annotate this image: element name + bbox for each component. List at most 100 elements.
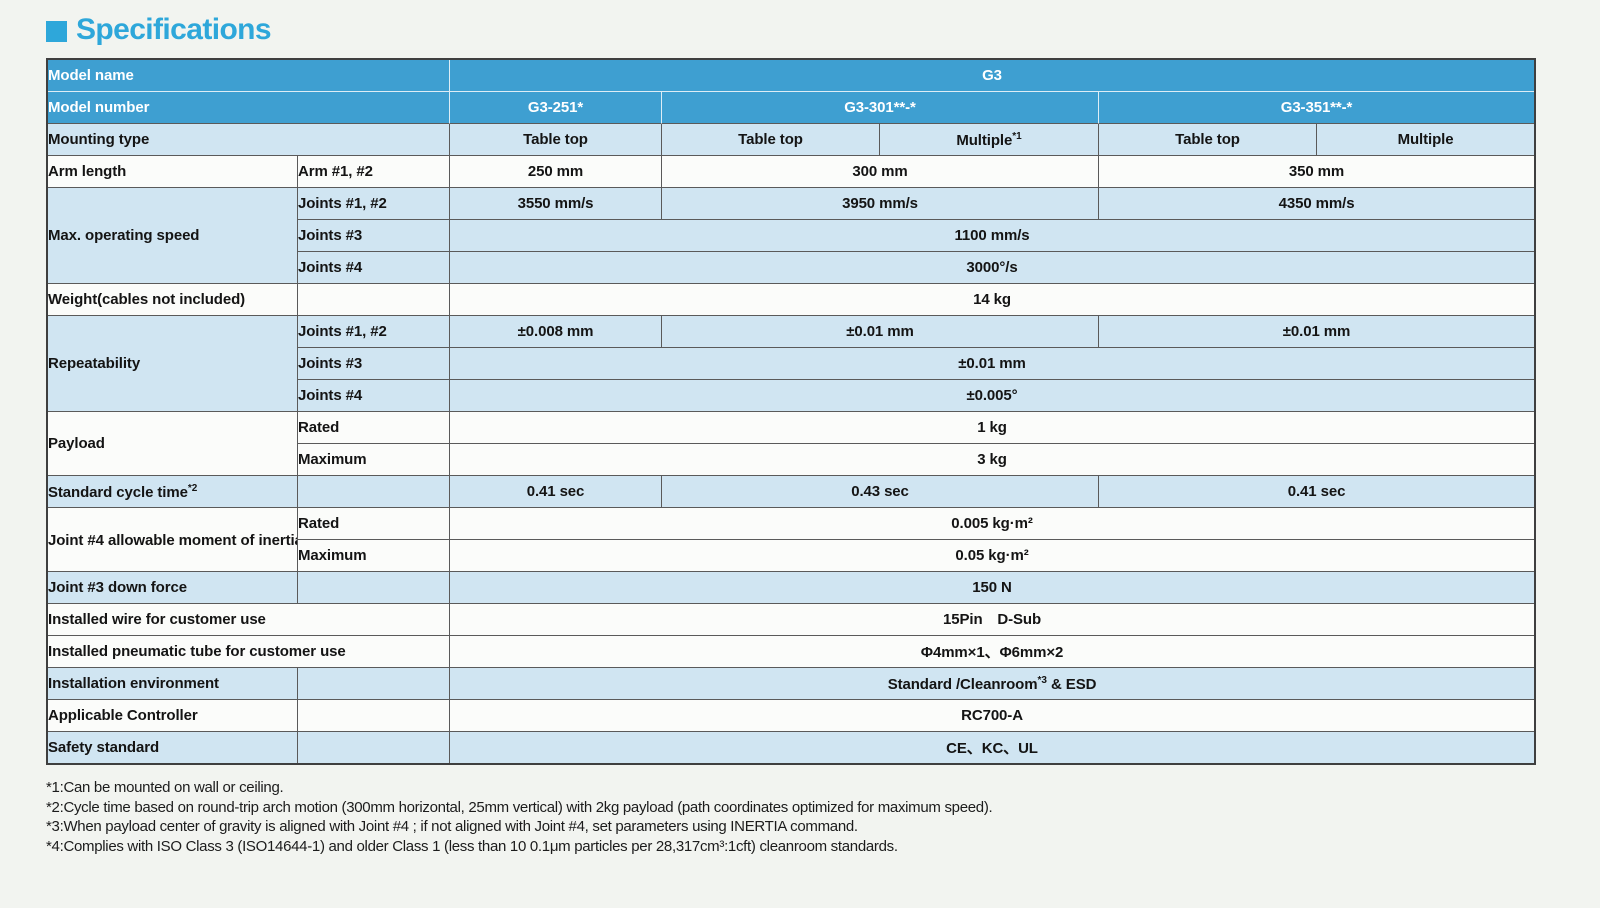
max-speed-sub-j12: Joints #1, #2 bbox=[298, 188, 450, 220]
repeatability-g3-351: ±0.01 mm bbox=[1099, 316, 1535, 348]
mounting-g3-301-multiple: Multiple*1 bbox=[880, 124, 1099, 156]
inertia-rated-value: 0.005 kg·m² bbox=[450, 508, 1535, 540]
model-name-label: Model name bbox=[48, 60, 450, 92]
repeatability-g3-251: ±0.008 mm bbox=[450, 316, 662, 348]
footnote-4: *4:Complies with ISO Class 3 (ISO14644-1… bbox=[46, 837, 898, 855]
weight-empty-sub-cell bbox=[298, 284, 450, 316]
inertia-label-text: Joint #4 allowable moment of inertia bbox=[48, 531, 298, 549]
payload-sub-rated: Rated bbox=[298, 412, 450, 444]
inertia-max-value: 0.05 kg·m² bbox=[450, 540, 1535, 572]
row-cycle-time: Standard cycle time*2 0.41 sec 0.43 sec … bbox=[48, 476, 1535, 508]
inertia-sub-max: Maximum bbox=[298, 540, 450, 572]
inertia-label: Joint #4 allowable moment of inertia*3 bbox=[48, 508, 298, 572]
payload-sub-max: Maximum bbox=[298, 444, 450, 476]
row-max-speed-j4: Joints #4 3000°/s bbox=[48, 252, 1535, 284]
footnote-3: *3:When payload center of gravity is ali… bbox=[46, 818, 858, 835]
repeatability-j4-value: ±0.005° bbox=[450, 380, 1535, 412]
footnotes: *1:Can be mounted on wall or ceiling. *2… bbox=[46, 778, 1600, 856]
cycle-time-label-text: Standard cycle time bbox=[48, 483, 188, 501]
max-speed-j4-value: 3000°/s bbox=[450, 252, 1535, 284]
arm-length-g3-351: 350 mm bbox=[1099, 156, 1535, 188]
row-installed-wire: Installed wire for customer use 15Pin D-… bbox=[48, 604, 1535, 636]
safety-standard-empty-sub-cell bbox=[298, 732, 450, 763]
specifications-table: Model name G3 Model number G3-251* G3-30… bbox=[46, 58, 1537, 765]
row-pneumatic-tube: Installed pneumatic tube for customer us… bbox=[48, 636, 1535, 668]
installed-wire-label: Installed wire for customer use bbox=[48, 604, 450, 636]
pneumatic-tube-value: Φ4mm×1、Φ6mm×2 bbox=[450, 636, 1535, 668]
payload-max-value: 3 kg bbox=[450, 444, 1535, 476]
mounting-g3-301-tabletop: Table top bbox=[662, 124, 880, 156]
row-weight: Weight(cables not included) 14 kg bbox=[48, 284, 1535, 316]
row-controller: Applicable Controller RC700-A bbox=[48, 700, 1535, 732]
max-speed-j3-value: 1100 mm/s bbox=[450, 220, 1535, 252]
environment-value: Standard /Cleanroom*3 & ESD bbox=[450, 668, 1535, 700]
safety-standard-value: CE、KC、UL bbox=[450, 732, 1535, 763]
model-number-g3-251: G3-251* bbox=[450, 92, 662, 124]
mounting-g3-251: Table top bbox=[450, 124, 662, 156]
mounting-multiple-sup: *1 bbox=[1012, 130, 1022, 142]
row-down-force: Joint #3 down force 150 N bbox=[48, 572, 1535, 604]
row-repeatability-j12: Repeatability Joints #1, #2 ±0.008 mm ±0… bbox=[48, 316, 1535, 412]
installed-wire-value: 15Pin D-Sub bbox=[450, 604, 1535, 636]
down-force-label: Joint #3 down force bbox=[48, 572, 298, 604]
max-speed-label: Max. operating speed bbox=[48, 188, 298, 284]
environment-value-pre: Standard /Cleanroom bbox=[887, 675, 1038, 693]
model-name-value: G3 bbox=[450, 60, 1535, 92]
section-title: Specifications bbox=[46, 12, 1600, 48]
arm-length-g3-301: 300 mm bbox=[662, 156, 1099, 188]
row-mounting-type: Mounting type Table top Table top Multip… bbox=[48, 124, 1535, 156]
weight-label: Weight(cables not included) bbox=[48, 284, 298, 316]
max-speed-g3-251: 3550 mm/s bbox=[450, 188, 662, 220]
spec-sheet-page: Specifications Model name G3 Model numbe… bbox=[46, 12, 1600, 856]
row-arm-length: Arm length Arm #1, #2 250 mm 300 mm 350 … bbox=[48, 156, 1535, 188]
cycle-time-g3-351: 0.41 sec bbox=[1099, 476, 1535, 508]
environment-empty-sub-cell bbox=[298, 668, 450, 700]
repeatability-j3-value: ±0.01 mm bbox=[450, 348, 1535, 380]
controller-value: RC700-A bbox=[450, 700, 1535, 732]
row-payload-rated: Payload Rated 1 kg bbox=[48, 412, 1535, 476]
repeatability-g3-301: ±0.01 mm bbox=[662, 316, 1099, 348]
cycle-time-sup: *2 bbox=[187, 482, 198, 494]
row-repeatability-j3: Joints #3 ±0.01 mm bbox=[48, 348, 1535, 380]
max-speed-sub-j4: Joints #4 bbox=[298, 252, 450, 284]
safety-standard-label: Safety standard bbox=[48, 732, 298, 763]
max-speed-g3-301: 3950 mm/s bbox=[662, 188, 1099, 220]
page-title: Specifications bbox=[76, 13, 272, 46]
row-payload-max: Maximum 3 kg bbox=[48, 444, 1535, 476]
down-force-empty-sub-cell bbox=[298, 572, 450, 604]
environment-value-post: & ESD bbox=[1046, 675, 1097, 693]
controller-empty-sub-cell bbox=[298, 700, 450, 732]
row-environment: Installation environment Standard /Clean… bbox=[48, 668, 1535, 700]
footnote-2: *2:Cycle time based on round-trip arch m… bbox=[46, 798, 993, 816]
cycle-time-g3-251: 0.41 sec bbox=[450, 476, 662, 508]
model-number-g3-301: G3-301**-* bbox=[662, 92, 1099, 124]
controller-label: Applicable Controller bbox=[48, 700, 298, 732]
repeatability-sub-j3: Joints #3 bbox=[298, 348, 450, 380]
cycle-time-empty-sub-cell bbox=[298, 476, 450, 508]
mounting-g3-351-tabletop: Table top bbox=[1099, 124, 1317, 156]
repeatability-sub-j4: Joints #4 bbox=[298, 380, 450, 412]
repeatability-label: Repeatability bbox=[48, 316, 298, 412]
cycle-time-label: Standard cycle time*2 bbox=[48, 476, 298, 508]
arm-length-g3-251: 250 mm bbox=[450, 156, 662, 188]
row-model-number: Model number G3-251* G3-301**-* G3-351**… bbox=[48, 92, 1535, 124]
max-speed-g3-351: 4350 mm/s bbox=[1099, 188, 1535, 220]
row-inertia-max: Maximum 0.05 kg·m² bbox=[48, 540, 1535, 572]
arm-length-label: Arm length bbox=[48, 156, 298, 188]
arm-length-sub: Arm #1, #2 bbox=[298, 156, 450, 188]
row-inertia-rated: Joint #4 allowable moment of inertia*3 R… bbox=[48, 508, 1535, 572]
max-speed-sub-j3: Joints #3 bbox=[298, 220, 450, 252]
model-number-label: Model number bbox=[48, 92, 450, 124]
footnote-1: *1:Can be mounted on wall or ceiling. bbox=[46, 779, 284, 796]
mounting-type-label: Mounting type bbox=[48, 124, 450, 156]
row-repeatability-j4: Joints #4 ±0.005° bbox=[48, 380, 1535, 412]
down-force-value: 150 N bbox=[450, 572, 1535, 604]
cycle-time-g3-301: 0.43 sec bbox=[662, 476, 1099, 508]
row-model-name: Model name G3 bbox=[48, 60, 1535, 92]
inertia-sub-rated: Rated bbox=[298, 508, 450, 540]
environment-value-sup: *3 bbox=[1037, 674, 1047, 686]
payload-label: Payload bbox=[48, 412, 298, 476]
mounting-g3-351-multiple: Multiple bbox=[1317, 124, 1535, 156]
mounting-multiple-text: Multiple bbox=[956, 131, 1013, 149]
environment-label: Installation environment bbox=[48, 668, 298, 700]
